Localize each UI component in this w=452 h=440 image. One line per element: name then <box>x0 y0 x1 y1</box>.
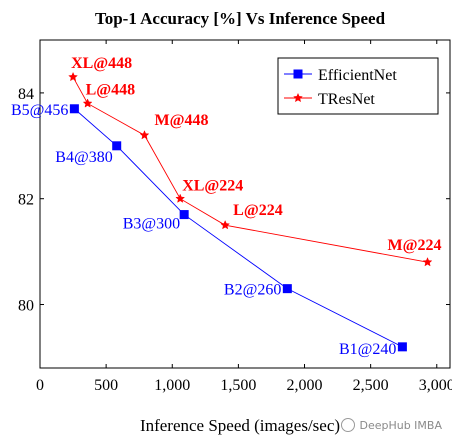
legend-marker <box>293 92 303 103</box>
y-tick-label: 80 <box>18 298 34 315</box>
data-point <box>220 220 231 230</box>
x-tick-label: 1,500 <box>220 377 256 394</box>
y-tick-label: 82 <box>18 192 34 209</box>
data-point <box>175 193 186 203</box>
watermark-text: DeepHub IMBA <box>359 418 442 432</box>
legend-entry: TResNet <box>284 91 375 108</box>
x-tick-label: 1,000 <box>154 377 190 394</box>
data-point <box>397 342 407 352</box>
legend-label: TResNet <box>318 91 375 108</box>
watermark: DeepHub IMBA <box>341 418 442 432</box>
y-tick-label: 84 <box>18 86 34 103</box>
point-label: B4@380 <box>55 149 112 166</box>
point-label: M@224 <box>388 237 442 254</box>
data-point <box>139 130 150 140</box>
legend: EfficientNet TResNet <box>277 57 439 115</box>
x-tick-label: 2,500 <box>353 377 389 394</box>
series-layer <box>68 71 433 352</box>
legend-box <box>277 57 439 115</box>
x-axis-ticks: 0 500 1,000 1,500 2,000 2,500 3,000 <box>36 40 452 394</box>
y-axis-ticks: 80 82 84 <box>18 86 450 315</box>
point-labels: B5@456 B4@380 B3@300 B2@260 B1@240 XL@448 L@44… <box>11 55 442 358</box>
point-label: B2@260 <box>224 282 281 299</box>
wechat-icon <box>341 418 356 432</box>
legend-marker <box>293 69 303 79</box>
point-label: B1@240 <box>339 341 396 358</box>
data-point <box>422 257 433 267</box>
point-label: XL@448 <box>71 55 132 72</box>
data-point <box>69 104 79 114</box>
data-point <box>112 141 122 151</box>
plot-frame <box>39 39 451 369</box>
point-label: M@448 <box>154 112 208 129</box>
legend-entry: EfficientNet <box>284 67 397 84</box>
x-axis-label: Inference Speed (images/sec) <box>140 416 340 435</box>
chart-title: Top-1 Accuracy [%] Vs Inference Speed <box>95 9 386 28</box>
point-label: L@448 <box>86 81 136 98</box>
x-tick-label: 0 <box>36 377 44 394</box>
series-tresnet <box>68 71 433 267</box>
point-label: XL@224 <box>182 178 243 195</box>
data-point <box>82 98 93 108</box>
series-line <box>72 76 428 263</box>
legend-label: EfficientNet <box>318 67 397 84</box>
data-point <box>282 284 292 294</box>
series-efficientnet <box>69 104 407 352</box>
data-point <box>68 71 78 82</box>
x-tick-label: 2,000 <box>287 377 323 394</box>
x-tick-label: 3,000 <box>419 377 452 394</box>
point-label: L@224 <box>233 202 283 219</box>
point-label: B5@456 <box>11 102 68 119</box>
x-tick-label: 500 <box>94 377 118 394</box>
data-point <box>179 210 189 220</box>
point-label: B3@300 <box>123 216 180 233</box>
